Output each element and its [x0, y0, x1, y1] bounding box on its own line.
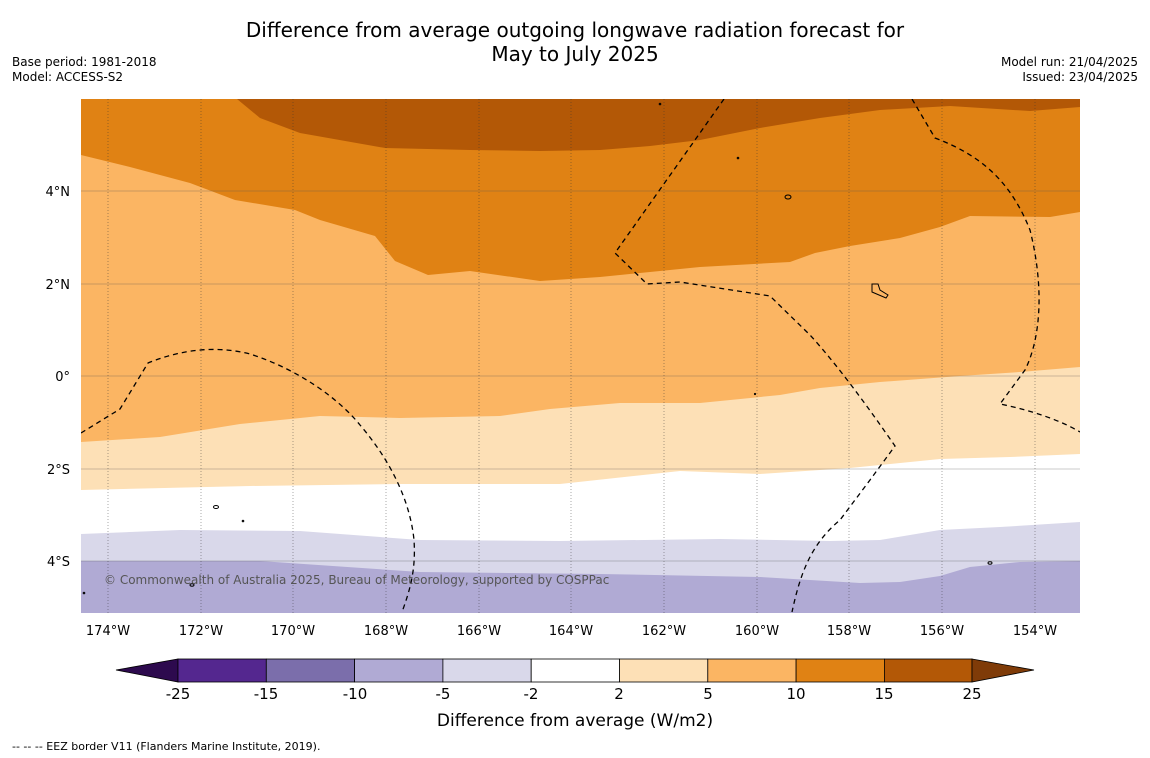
colorbar-tick-labels: -25 -15 -10 -5 -2 2 5 10 15 25: [166, 685, 982, 703]
map-plot-area: © Commonwealth of Australia 2025, Bureau…: [81, 99, 1080, 613]
title-line-1: Difference from average outgoing longwav…: [245, 18, 905, 42]
lat-label: 4°S: [47, 555, 70, 570]
lat-label: 4°N: [46, 185, 71, 200]
meta-left: Base period: 1981-2018 Model: ACCESS-S2: [12, 55, 157, 85]
lon-label: 170°W: [271, 624, 315, 639]
colorbar-segment: [354, 658, 444, 683]
lat-label: 2°N: [46, 278, 71, 293]
lon-label: 156°W: [920, 624, 964, 639]
lon-label: 162°W: [642, 624, 686, 639]
colorbar: -25 -15 -10 -5 -2 2 5 10 15 25 Differenc…: [115, 658, 1035, 731]
colorbar-tick-label: -15: [254, 685, 279, 703]
colorbar-arrow-low: [115, 658, 179, 683]
colorbar-segment: [707, 658, 797, 683]
colorbar-segment: [884, 658, 973, 683]
colorbar-segment: [265, 658, 355, 683]
lon-label: 158°W: [827, 624, 871, 639]
colorbar-title: Difference from average (W/m2): [437, 711, 713, 731]
eez-border-central: [614, 99, 896, 613]
lon-label: 174°W: [86, 624, 130, 639]
lat-label: 0°: [55, 370, 70, 385]
forecast-map: © Commonwealth of Australia 2025, Bureau…: [46, 99, 1080, 731]
colorbar-tick-label: 2: [614, 685, 624, 703]
colorbar-segment: [619, 658, 709, 683]
colorbar-segment: [177, 658, 267, 683]
title-line-2: May to July 2025: [491, 42, 659, 66]
colorbar-tick-label: 5: [703, 685, 713, 703]
colorbar-tick-label: -10: [343, 685, 368, 703]
lon-label: 160°W: [735, 624, 779, 639]
colorbar-tick-label: 15: [874, 685, 893, 703]
issued-label: Issued: 23/04/2025: [1022, 70, 1138, 84]
colorbar-segment: [530, 658, 620, 683]
meta-right: Model run: 21/04/2025 Issued: 23/04/2025: [1001, 55, 1138, 85]
island-outlines: [82, 102, 993, 595]
lon-label: 168°W: [364, 624, 408, 639]
colorbar-tick-label: -25: [166, 685, 191, 703]
lon-label: 166°W: [457, 624, 501, 639]
colorbar-arrow-high: [971, 658, 1035, 683]
colorbar-tick-label: -2: [524, 685, 539, 703]
colorbar-tick-label: 25: [962, 685, 981, 703]
longitude-labels: 174°W 172°W 170°W 168°W 166°W 164°W 162°…: [86, 624, 1057, 639]
lon-label: 172°W: [179, 624, 223, 639]
latitude-labels: 4°N 2°N 0° 2°S 4°S: [46, 185, 71, 570]
colorbar-tick-label: -5: [436, 685, 451, 703]
colorbar-tick-label: 10: [786, 685, 805, 703]
eez-footnote: -- -- -- EEZ border V11 (Flanders Marine…: [12, 740, 321, 753]
lon-label: 154°W: [1013, 624, 1057, 639]
eez-borders: [81, 99, 1080, 613]
eez-border-west: [81, 348, 416, 613]
lat-label: 2°S: [47, 463, 70, 478]
contour-band-15-25: [237, 99, 1080, 151]
eez-border-east: [911, 99, 1080, 433]
map-title: Difference from average outgoing longwav…: [0, 18, 1150, 66]
lon-label: 164°W: [549, 624, 593, 639]
colorbar-segment: [795, 658, 885, 683]
contour-band-minus10-minus5: [81, 561, 1080, 613]
contour-band-10-15: [81, 99, 1080, 281]
base-period-label: Base period: 1981-2018: [12, 55, 157, 69]
model-run-label: Model run: 21/04/2025: [1000, 55, 1138, 69]
latitude-gridlines: [81, 190, 1080, 562]
colorbar-segment: [442, 658, 532, 683]
model-label: Model: ACCESS-S2: [12, 70, 124, 84]
copyright-text: © Commonwealth of Australia 2025, Bureau…: [104, 573, 609, 587]
